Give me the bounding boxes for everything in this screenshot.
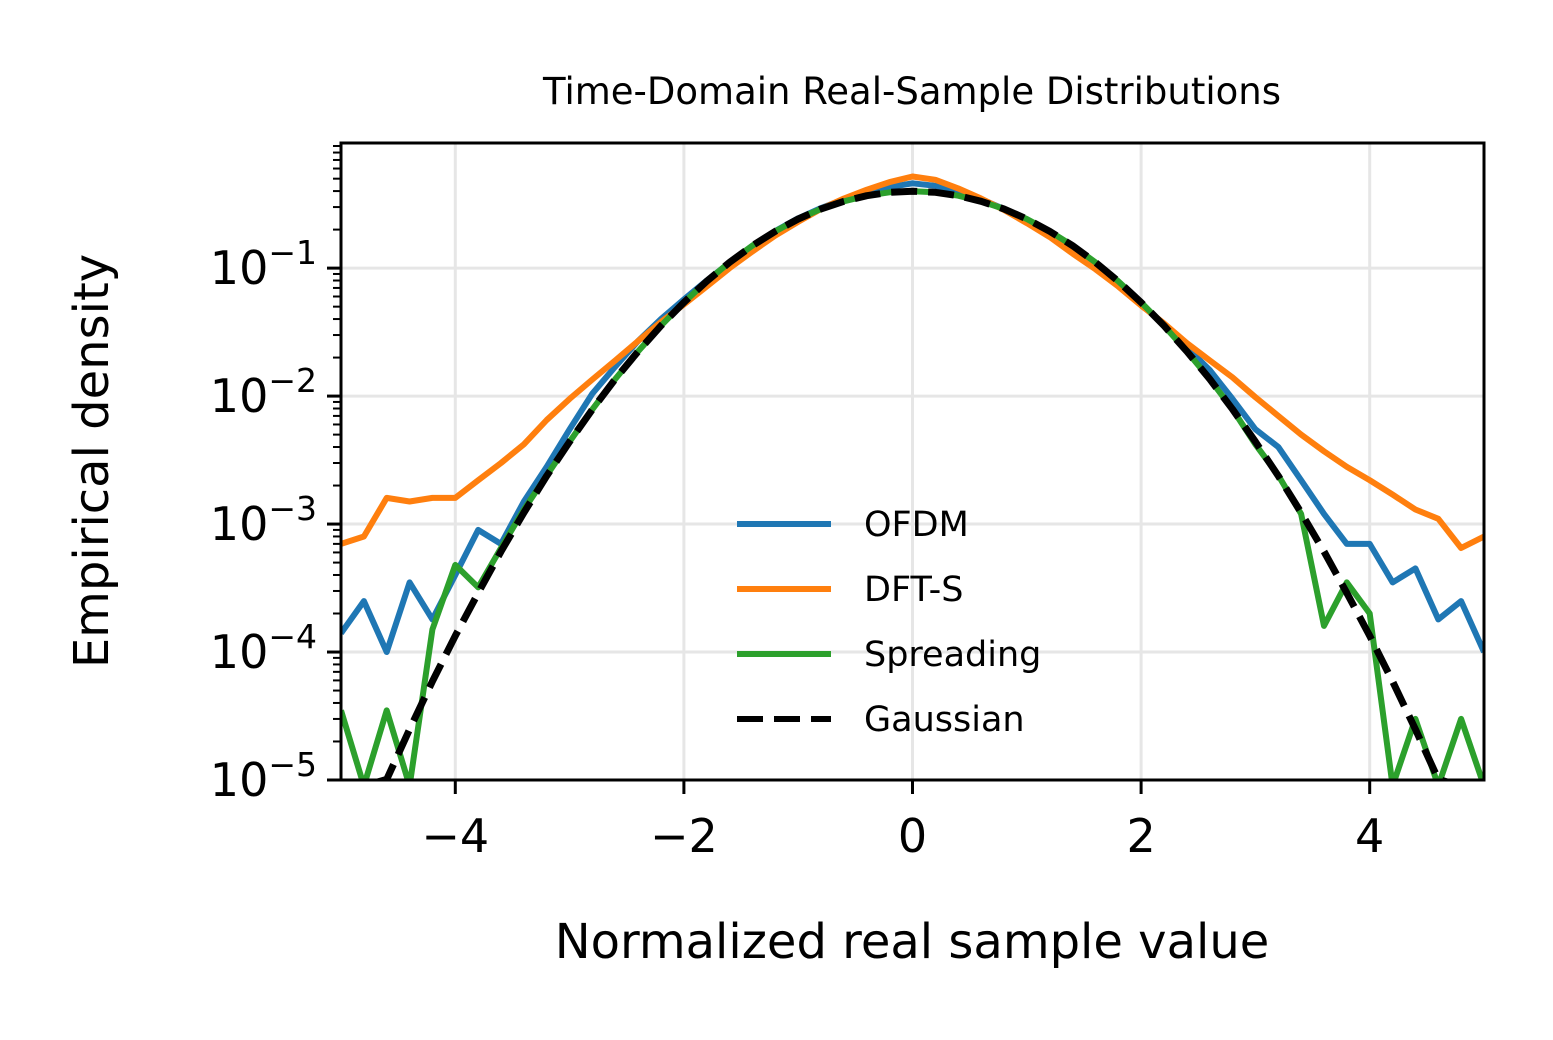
y-tick-label: 10−3 (210, 489, 317, 551)
grid (341, 143, 1484, 782)
series-line-ofdm (341, 180, 1484, 655)
x-axis-label: Normalized real sample value (555, 914, 1270, 970)
y-axis-label: Empirical density (64, 254, 120, 668)
y-tick-label: 10−1 (210, 233, 317, 295)
y-tick-label: 10−2 (210, 361, 317, 423)
legend: OFDM DFT-S Spreading Gaussian (737, 505, 1041, 740)
legend-label: OFDM (864, 505, 969, 545)
y-axis: 10−5 10−4 10−3 10−2 10−1 (210, 145, 341, 807)
legend-label: Spreading (864, 635, 1041, 675)
series-line-gaussian (371, 187, 1454, 780)
legend-label: Gaussian (864, 700, 1025, 740)
x-tick-label: −2 (650, 809, 718, 863)
x-tick-label: −4 (421, 809, 489, 863)
legend-label: DFT-S (864, 570, 963, 610)
series-line-dft-s (341, 173, 1484, 551)
chart-title: Time-Domain Real-Sample Distributions (542, 70, 1281, 113)
series-lines (341, 173, 1484, 780)
y-tick-label: 10−5 (210, 745, 317, 807)
x-axis: −4 −2 0 2 4 (421, 780, 1384, 863)
x-tick-label: 4 (1355, 809, 1384, 863)
x-tick-label: 0 (898, 809, 927, 863)
x-tick-label: 2 (1126, 809, 1155, 863)
y-tick-label: 10−4 (210, 617, 317, 679)
